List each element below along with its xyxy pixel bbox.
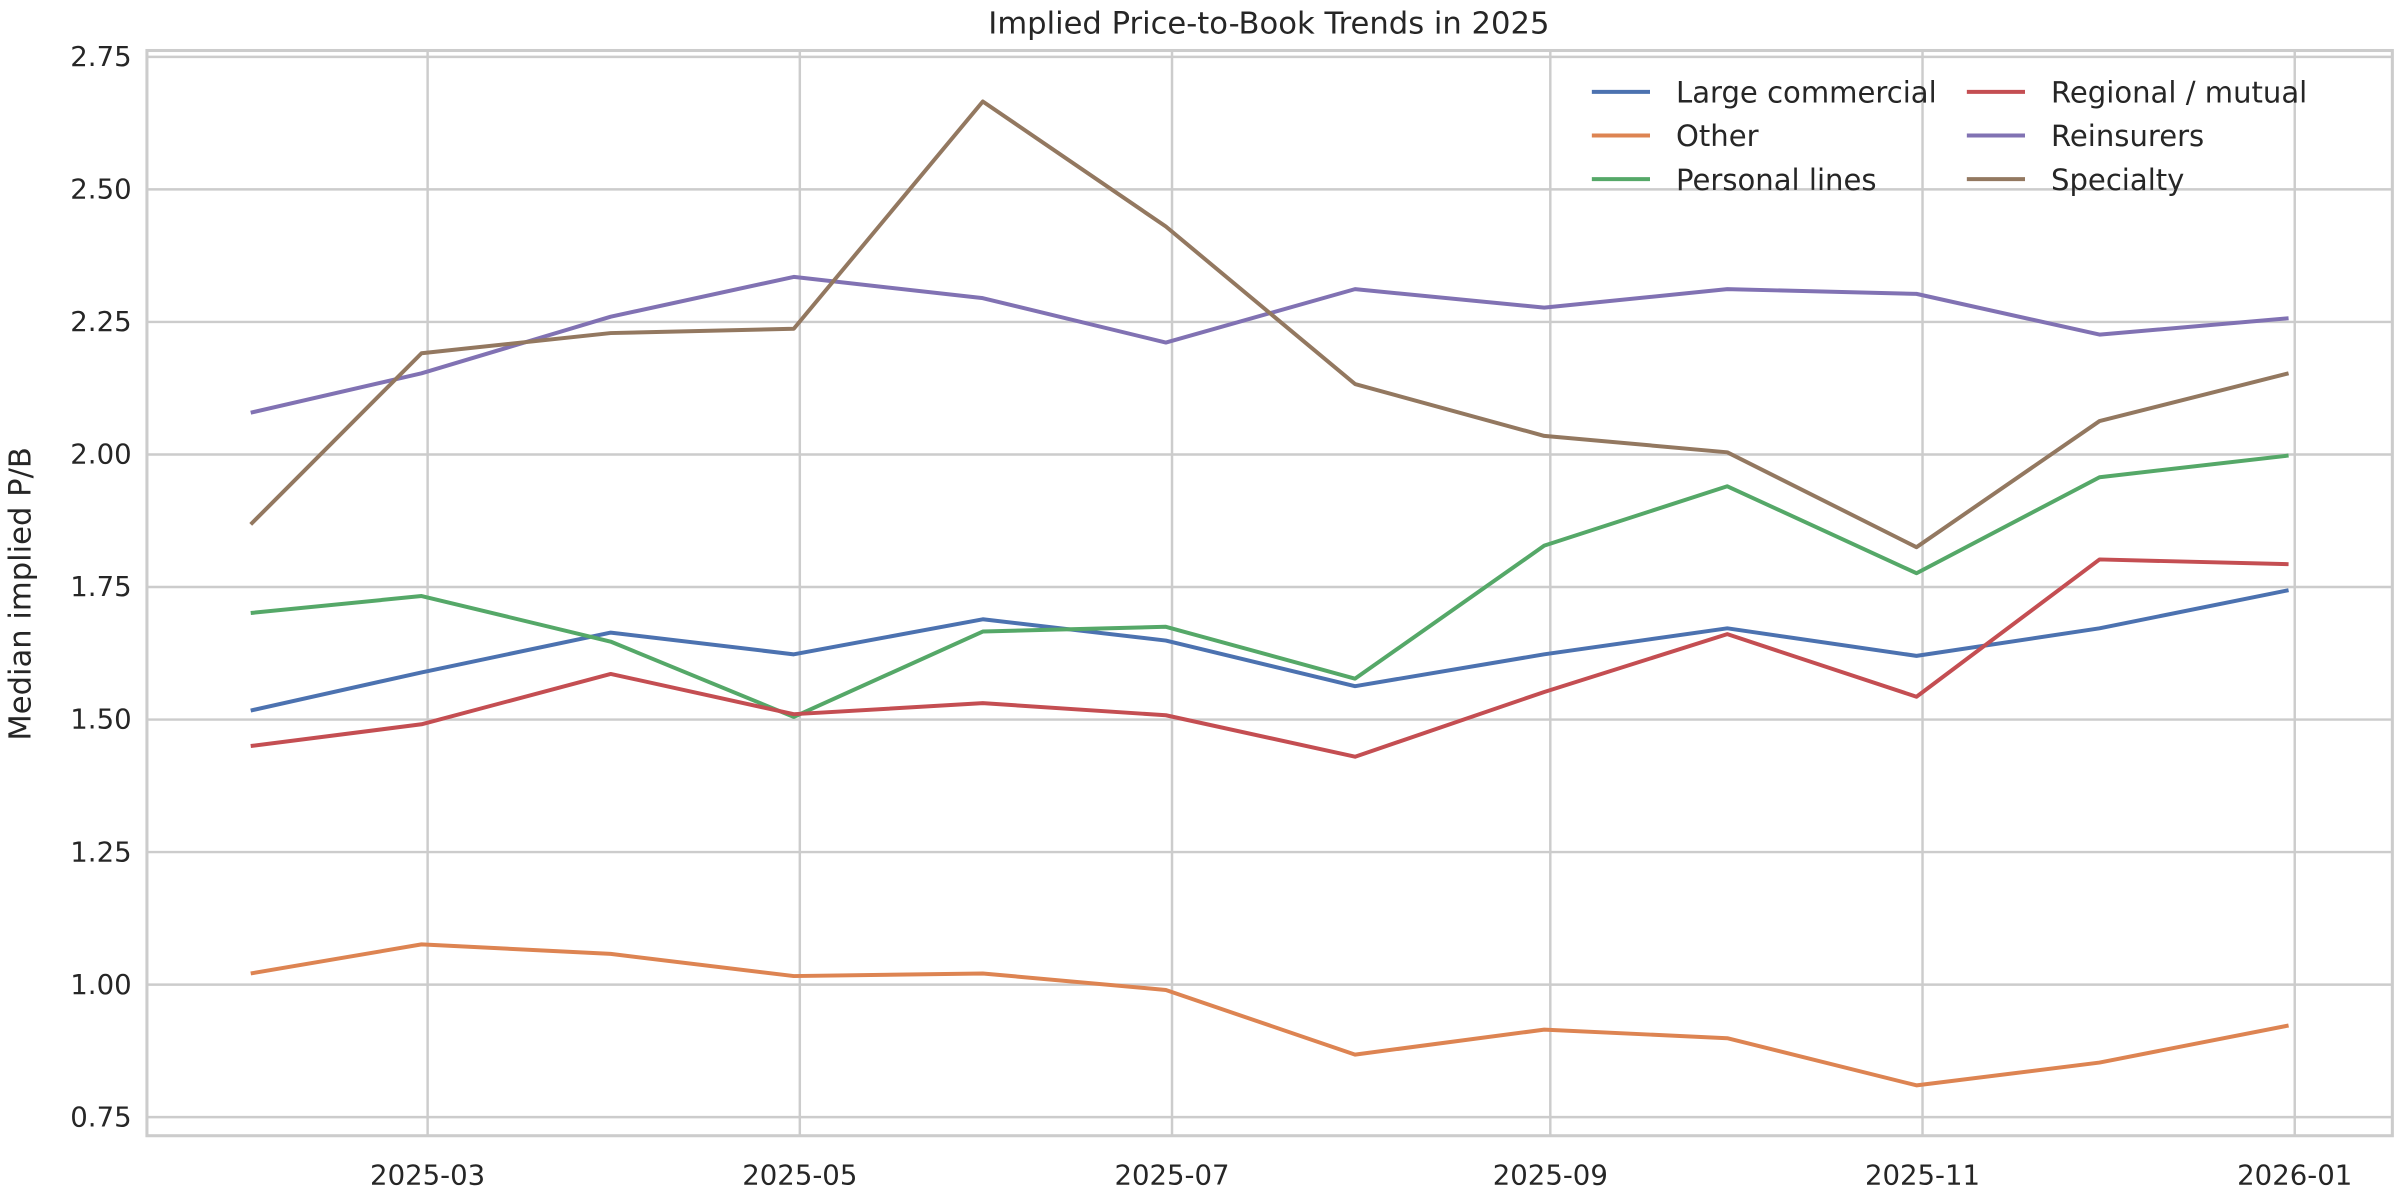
x-tick-label: 2025-09 [1493, 1160, 1608, 1192]
series-line-personal-lines [250, 453, 2289, 719]
y-tick-label: 2.00 [70, 439, 131, 471]
series-line-reinsurers [250, 274, 2289, 415]
y-tick-label: 0.75 [70, 1101, 131, 1133]
x-tick-label: 2025-11 [1865, 1160, 1980, 1192]
y-axis-label: Median implied P/B [4, 447, 39, 741]
y-tick-label: 2.25 [70, 306, 131, 338]
x-tick-label: 2026-01 [2237, 1160, 2352, 1192]
y-tick-label: 2.50 [70, 174, 131, 206]
chart-title: Implied Price-to-Book Trends in 2025 [988, 7, 1549, 42]
legend: Large commercial Other Personal lines Regio… [1591, 76, 2307, 197]
plot-frame [145, 48, 2394, 1138]
legend-label: Large commercial [1676, 76, 1937, 110]
x-tick-label: 2025-07 [1114, 1160, 1229, 1192]
y-tick-label: 1.50 [70, 704, 131, 736]
y-tick-label: 1.00 [70, 969, 131, 1001]
legend-label: Specialty [2051, 163, 2184, 197]
legend-label: Personal lines [1676, 163, 1876, 197]
series-line-regional-mutual [250, 557, 2289, 759]
series-line-large-commercial [250, 588, 2289, 713]
legend-label: Reinsurers [2051, 119, 2204, 153]
x-tick-label: 2025-03 [370, 1160, 485, 1192]
series-line-other [250, 942, 2289, 1088]
y-tick-label: 1.75 [70, 571, 131, 603]
x-tick-label: 2025-05 [742, 1160, 857, 1192]
legend-label: Other [1676, 119, 1759, 153]
y-tick-label: 1.25 [70, 836, 131, 868]
legend-label: Regional / mutual [2051, 76, 2307, 110]
series-line-specialty [249, 99, 2290, 550]
y-tick-label: 2.75 [70, 41, 131, 73]
